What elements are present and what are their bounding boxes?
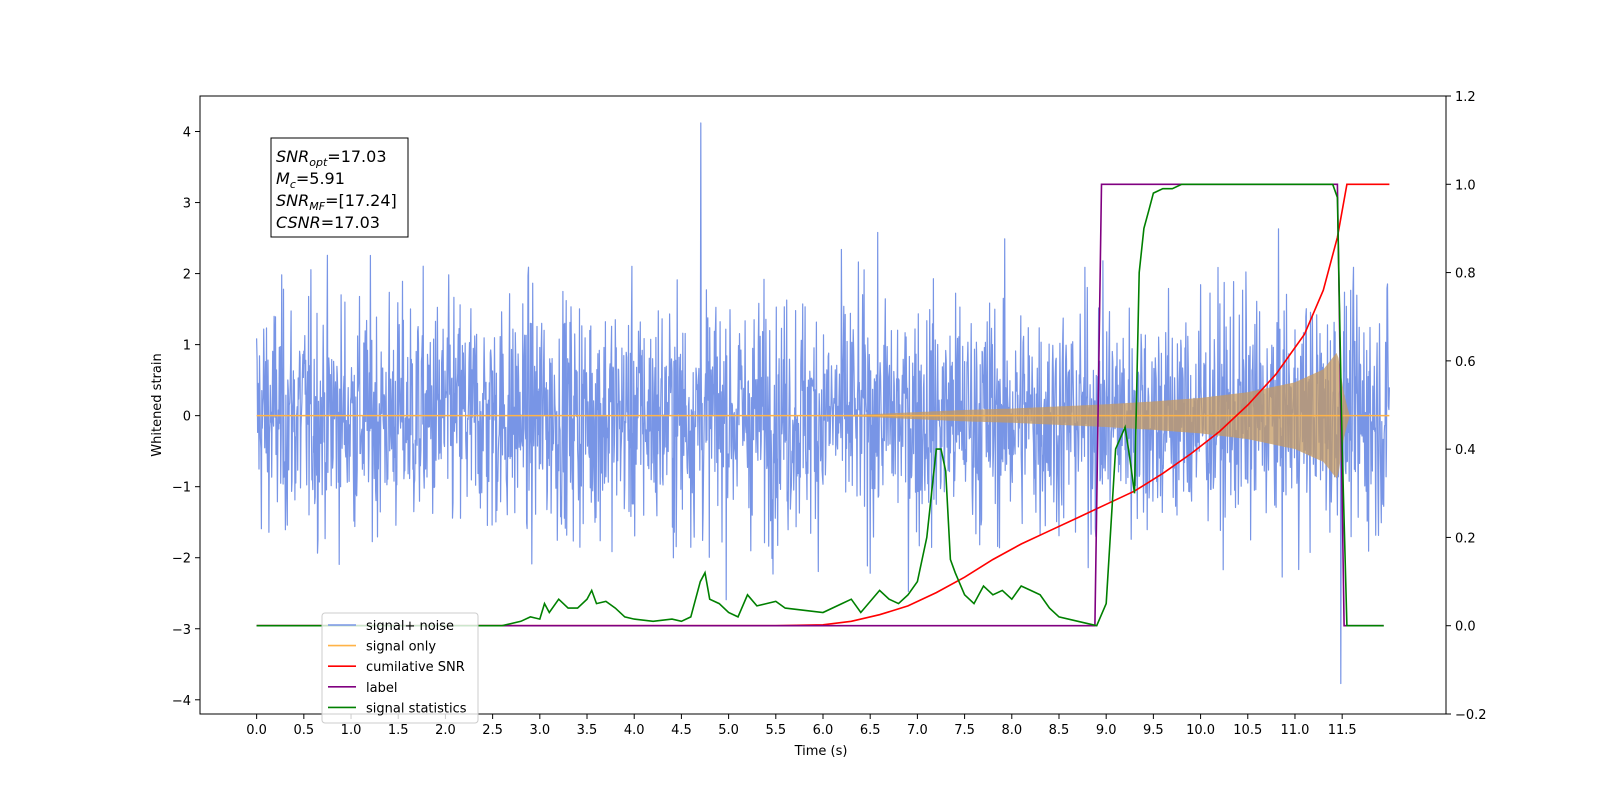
x-tick-label: 11.0 [1280, 723, 1309, 738]
legend-label: cumilative SNR [366, 660, 465, 675]
annotation-line: Mc=5.91 [276, 169, 345, 191]
x-tick-label: 6.5 [860, 723, 881, 738]
x-tick-label: 10.5 [1233, 723, 1262, 738]
series-signal-noise [256, 122, 1390, 685]
annotation-box: SNRopt=17.03Mc=5.91SNRMF=[17.24]CSNR=17.… [270, 137, 409, 238]
legend: signal+ noise signal only cumilative SNR la… [321, 612, 479, 724]
annotation-line: SNRMF=[17.24] [276, 191, 397, 213]
y-axis-left: −4 −3 −2 −1 0 1 2 3 4 [172, 126, 200, 709]
x-tick-label: 8.0 [1001, 723, 1022, 738]
annotation-line: CSNR=17.03 [276, 213, 380, 232]
y-right-tick-label: 0.6 [1455, 355, 1476, 370]
x-tick-label: 3.0 [529, 723, 550, 738]
x-tick-label: 1.0 [341, 723, 362, 738]
x-tick-label: 7.5 [954, 723, 975, 738]
y-left-tick-label: −1 [172, 481, 191, 496]
y-right-tick-label: 0.2 [1455, 531, 1476, 546]
x-axis-label: Time (s) [794, 744, 848, 759]
x-tick-label: 7.0 [907, 723, 928, 738]
y-left-tick-label: −4 [172, 694, 191, 709]
y-left-tick-label: 3 [183, 197, 191, 212]
annotation-line: SNRopt=17.03 [276, 147, 387, 169]
y-right-tick-label: 0.0 [1455, 620, 1476, 635]
x-tick-label: 4.0 [624, 723, 645, 738]
x-tick-label: 2.5 [482, 723, 503, 738]
x-tick-label: 1.5 [388, 723, 409, 738]
legend-label: signal+ noise [366, 619, 454, 634]
legend-label: signal statistics [366, 701, 467, 716]
x-tick-label: 2.0 [435, 723, 456, 738]
x-tick-label: 9.0 [1096, 723, 1117, 738]
x-tick-label: 4.5 [671, 723, 692, 738]
y-right-tick-label: 0.8 [1455, 267, 1476, 282]
x-tick-label: 11.5 [1328, 723, 1357, 738]
legend-label: label [366, 681, 397, 696]
x-tick-label: 9.5 [1143, 723, 1164, 738]
series-signal-statistics [256, 183, 1384, 627]
y-right-tick-label: 0.4 [1455, 443, 1476, 458]
y-right-tick-label: 1.2 [1455, 90, 1476, 105]
x-tick-label: 6.0 [813, 723, 834, 738]
x-tick-label: 10.0 [1186, 723, 1215, 738]
legend-label: signal only [366, 640, 436, 655]
y-axis-right: −0.2 0.0 0.2 0.4 0.6 0.8 1.0 1.2 [1446, 90, 1487, 723]
y-right-tick-label: −0.2 [1455, 708, 1487, 723]
x-tick-label: 5.5 [765, 723, 786, 738]
y-left-tick-label: −2 [172, 552, 191, 567]
plot-area [256, 122, 1390, 685]
y-left-tick-label: −3 [172, 623, 191, 638]
y-left-tick-label: 0 [183, 410, 191, 425]
x-axis: 0.0 0.5 1.0 1.5 2.0 2.5 3.0 3.5 4.0 4.5 5.0 5.5 6.0 6… [246, 714, 1357, 738]
x-tick-label: 0.5 [293, 723, 314, 738]
x-tick-label: 5.0 [718, 723, 739, 738]
x-tick-label: 8.5 [1049, 723, 1070, 738]
y-left-tick-label: 4 [183, 126, 191, 141]
series-cumulative-snr [256, 183, 1390, 627]
x-tick-label: 0.0 [246, 723, 267, 738]
y-right-tick-label: 1.0 [1455, 178, 1476, 193]
y-axis-left-label: Whitened strain [150, 353, 165, 456]
x-tick-label: 3.5 [577, 723, 598, 738]
y-left-tick-label: 2 [183, 268, 191, 283]
y-left-tick-label: 1 [183, 339, 191, 354]
